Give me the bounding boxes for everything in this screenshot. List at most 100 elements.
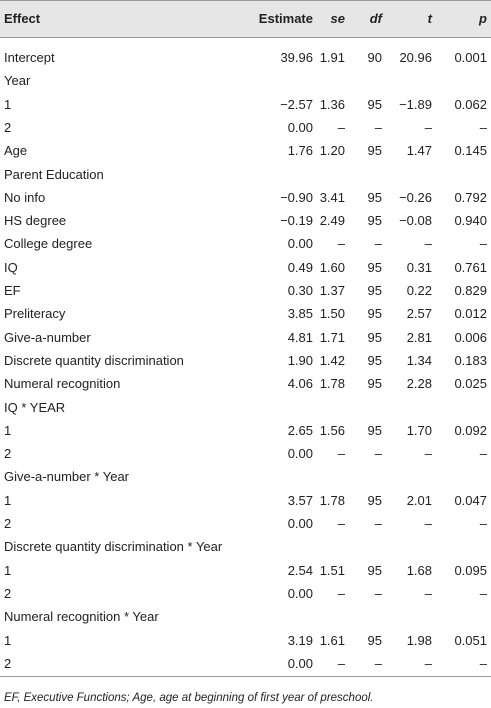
- row-label: Parent Education: [4, 166, 104, 182]
- cell-value: –: [424, 446, 432, 462]
- row-label: 2: [4, 446, 12, 462]
- cell-value: 90: [367, 50, 382, 65]
- cell-value: 95: [367, 306, 382, 322]
- row-label: 2: [4, 585, 12, 601]
- cell-value: 0.006: [454, 329, 487, 345]
- cell-value: 1.78: [319, 492, 345, 508]
- column-header: p: [479, 11, 487, 26]
- cell-value: –: [424, 655, 432, 671]
- cell-value: −0.08: [399, 213, 432, 229]
- cell-value: 0.940: [454, 213, 487, 229]
- cell-value: 0.00: [287, 236, 313, 252]
- cell-value: 0.062: [454, 96, 487, 112]
- cell-value: 0.00: [287, 446, 313, 462]
- cell-value: 1.51: [319, 562, 345, 578]
- cell-value: 2.49: [319, 213, 345, 229]
- cell-value: 95: [367, 329, 382, 345]
- cell-value: 2.57: [406, 306, 432, 322]
- cell-value: –: [374, 446, 382, 462]
- cell-value: 0.31: [406, 259, 432, 275]
- cell-value: 1.90: [287, 352, 313, 368]
- cell-value: 3.41: [319, 189, 345, 205]
- cell-value: −1.89: [399, 96, 432, 112]
- column-header: t: [427, 11, 432, 26]
- cell-value: 95: [367, 352, 382, 368]
- row-label: Age: [4, 143, 28, 159]
- row-label: 2: [4, 516, 12, 531]
- cell-value: 1.37: [319, 283, 345, 298]
- cell-value: –: [374, 655, 382, 671]
- cell-value: 3.57: [287, 492, 313, 508]
- cell-value: 1.68: [406, 562, 432, 578]
- cell-value: 1.56: [319, 422, 345, 438]
- cell-value: –: [374, 516, 382, 531]
- cell-value: 95: [367, 143, 382, 159]
- cell-value: 1.50: [319, 306, 345, 322]
- cell-value: –: [337, 446, 345, 462]
- row-label: Give-a-number: [4, 329, 91, 345]
- cell-value: 0.183: [454, 352, 487, 368]
- cell-value: –: [337, 119, 345, 135]
- cell-value: –: [374, 119, 382, 135]
- column-header: df: [369, 11, 382, 26]
- cell-value: 2.54: [287, 562, 313, 578]
- cell-value: −0.19: [280, 213, 313, 229]
- cell-value: 2.28: [406, 376, 432, 392]
- row-label: 1: [4, 562, 12, 578]
- cell-value: 3.85: [287, 306, 313, 322]
- rule: [0, 676, 491, 677]
- row-label: Discrete quantity discrimination: [4, 352, 184, 368]
- row-label: 2: [4, 119, 12, 135]
- cell-value: −0.90: [280, 189, 313, 205]
- cell-value: 0.00: [287, 119, 313, 135]
- cell-value: 0.792: [454, 189, 487, 205]
- cell-value: –: [479, 236, 487, 252]
- row-label: IQ * YEAR: [4, 399, 66, 415]
- cell-value: 39.96: [280, 50, 313, 65]
- cell-value: 2.01: [406, 492, 432, 508]
- row-label: No info: [4, 189, 46, 205]
- cell-value: 95: [367, 376, 382, 392]
- cell-value: 95: [367, 283, 382, 298]
- cell-value: −0.26: [399, 189, 432, 205]
- cell-value: –: [374, 585, 382, 601]
- cell-value: 95: [367, 492, 382, 508]
- cell-value: –: [479, 446, 487, 462]
- row-label: 1: [4, 96, 12, 112]
- row-label: Give-a-number * Year: [4, 469, 130, 485]
- cell-value: –: [479, 585, 487, 601]
- row-label: 1: [4, 492, 12, 508]
- cell-value: 2.81: [406, 329, 432, 345]
- row-label: College degree: [4, 236, 93, 252]
- cell-value: 2.65: [287, 422, 313, 438]
- cell-value: 0.00: [287, 655, 313, 671]
- cell-value: –: [424, 236, 432, 252]
- row-label: Discrete quantity discrimination * Year: [4, 539, 223, 555]
- cell-value: 0.095: [454, 562, 487, 578]
- column-header: Estimate: [258, 11, 313, 26]
- row-label: 1: [4, 422, 12, 438]
- column-header: Effect: [4, 11, 41, 26]
- cell-value: –: [337, 236, 345, 252]
- cell-value: –: [424, 119, 432, 135]
- cell-value: 0.145: [454, 143, 487, 159]
- column-header: se: [330, 11, 345, 26]
- cell-value: 1.20: [319, 143, 345, 159]
- cell-value: –: [479, 119, 487, 135]
- header-band: [0, 0, 491, 38]
- cell-value: –: [374, 236, 382, 252]
- cell-value: 0.00: [287, 585, 313, 601]
- cell-value: 0.829: [454, 283, 487, 298]
- row-label: Numeral recognition: [4, 376, 121, 392]
- cell-value: 0.22: [406, 283, 432, 298]
- cell-value: 95: [367, 422, 382, 438]
- cell-value: 0.761: [454, 259, 487, 275]
- cell-value: 0.30: [287, 283, 313, 298]
- cell-value: 0.001: [454, 50, 487, 65]
- cell-value: 0.092: [454, 422, 487, 438]
- cell-value: 0.025: [454, 376, 487, 392]
- cell-value: −2.57: [280, 96, 313, 112]
- cell-value: 3.19: [287, 632, 313, 648]
- cell-value: 1.42: [319, 352, 345, 368]
